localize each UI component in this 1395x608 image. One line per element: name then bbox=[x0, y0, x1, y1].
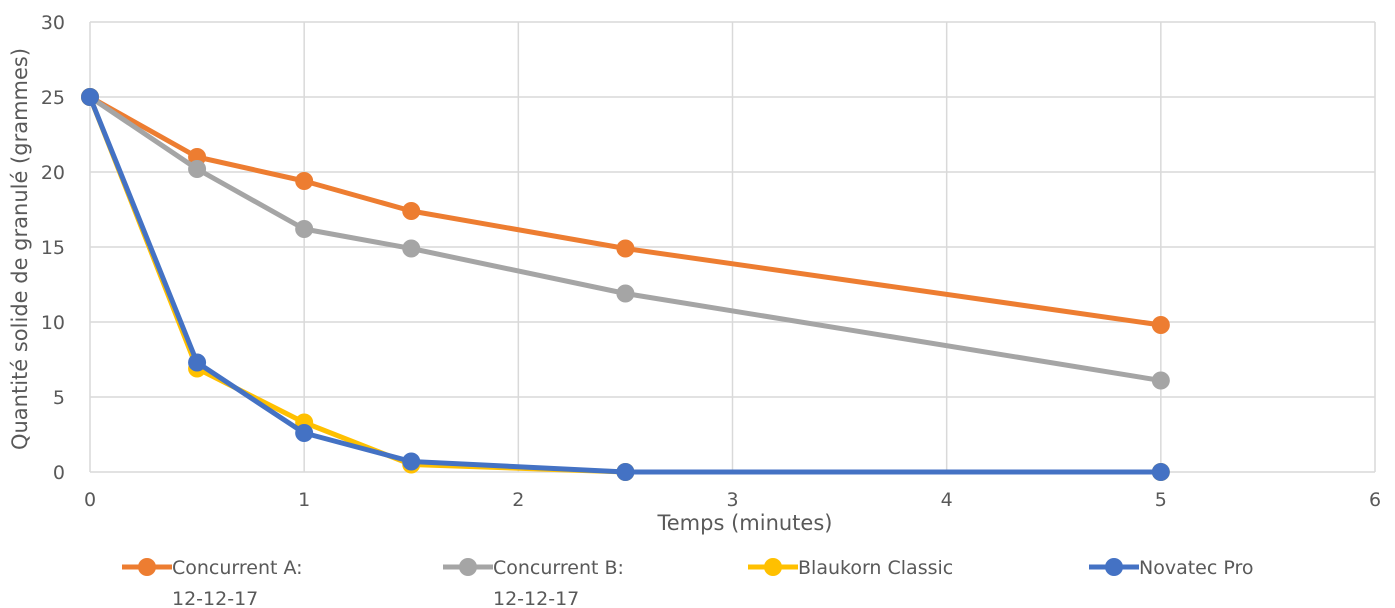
data-point bbox=[295, 424, 314, 442]
data-point bbox=[295, 172, 314, 190]
y-tick-label: 30 bbox=[41, 12, 65, 34]
series-2 bbox=[81, 88, 1170, 390]
data-point bbox=[402, 452, 421, 471]
x-tick-label: 4 bbox=[941, 489, 953, 511]
legend-entry: Concurrent A: 12-12-17 bbox=[122, 557, 303, 608]
y-tick-label: 20 bbox=[41, 162, 65, 184]
data-point bbox=[402, 202, 421, 220]
y-tick-label: 25 bbox=[41, 87, 65, 109]
data-point bbox=[616, 284, 635, 303]
series-line bbox=[87, 94, 1164, 383]
x-axis-ticks: 0 1 2 3 4 5 6 bbox=[84, 489, 1381, 511]
data-point bbox=[616, 239, 635, 258]
legend-entry: Concurrent B: 12-12-17 bbox=[443, 557, 624, 608]
y-tick-label: 10 bbox=[41, 312, 65, 334]
x-tick-label: 3 bbox=[726, 489, 738, 511]
series-line bbox=[87, 94, 1164, 475]
y-axis-ticks: 0 5 10 15 20 25 30 bbox=[41, 12, 65, 484]
data-point bbox=[402, 239, 421, 258]
legend-marker bbox=[459, 558, 477, 576]
legend-entry: Blaukorn Classic bbox=[748, 557, 953, 579]
data-point bbox=[1151, 463, 1170, 481]
y-tick-label: 15 bbox=[41, 237, 65, 259]
legend-label: Blaukorn Classic bbox=[798, 557, 953, 579]
data-point bbox=[188, 353, 207, 372]
legend-label-line2: 12-12-17 bbox=[493, 588, 579, 608]
data-point bbox=[81, 88, 99, 106]
data-point bbox=[295, 220, 314, 238]
y-tick-label: 5 bbox=[53, 387, 65, 409]
x-tick-label: 6 bbox=[1369, 489, 1381, 511]
x-tick-label: 5 bbox=[1155, 489, 1167, 511]
series-4 bbox=[81, 88, 1170, 481]
grid-lines bbox=[89, 21, 1376, 473]
data-point bbox=[616, 463, 635, 481]
legend-label: Concurrent B: bbox=[493, 557, 624, 579]
x-tick-label: 0 bbox=[84, 489, 96, 511]
legend-label-line2: 12-12-17 bbox=[172, 588, 258, 608]
x-tick-label: 2 bbox=[512, 489, 524, 511]
legend-marker bbox=[138, 558, 156, 576]
legend-marker bbox=[764, 558, 782, 576]
legend-label: Concurrent A: bbox=[172, 557, 303, 579]
x-tick-label: 1 bbox=[298, 489, 310, 511]
legend-entry: Novatec Pro bbox=[1089, 557, 1254, 579]
series-line bbox=[87, 94, 1164, 328]
series-layer bbox=[81, 88, 1170, 481]
data-point bbox=[1151, 371, 1170, 390]
legend-marker bbox=[1105, 558, 1123, 576]
x-axis-title: Temps (minutes) bbox=[657, 511, 833, 535]
y-tick-label: 0 bbox=[53, 462, 65, 484]
data-point bbox=[188, 160, 207, 178]
y-axis-title: Quantité solide de granulé (grammes) bbox=[8, 48, 32, 450]
legend-label: Novatec Pro bbox=[1139, 557, 1254, 579]
legend: Concurrent A: 12-12-17 Concurrent B: 12-12-… bbox=[122, 557, 1254, 608]
data-point bbox=[1151, 316, 1170, 334]
